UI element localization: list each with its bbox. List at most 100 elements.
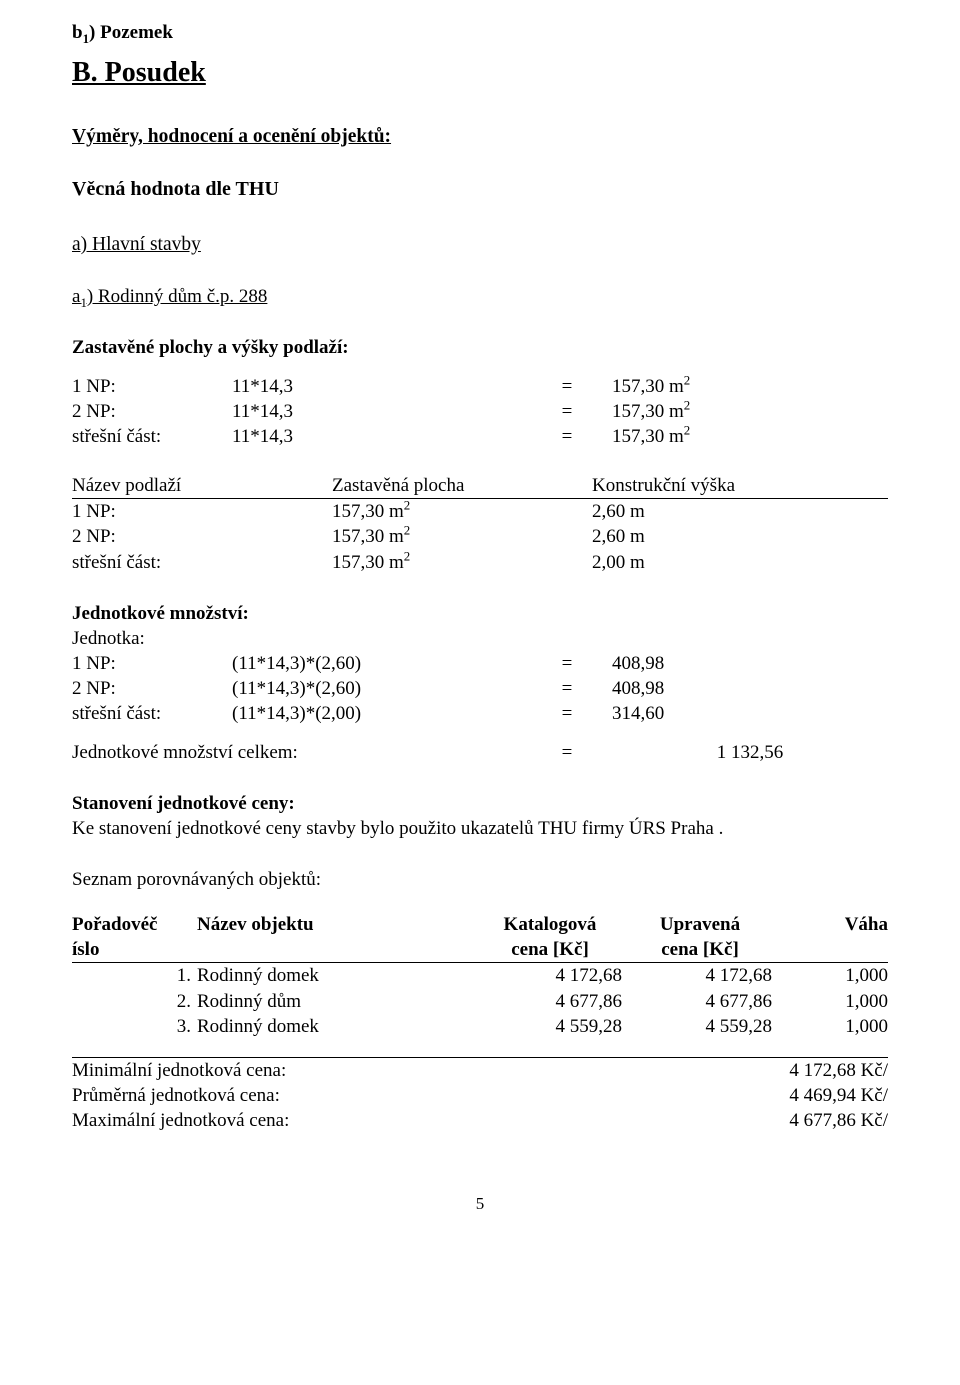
podlazi-name: 1 NP: xyxy=(72,499,332,524)
heading-zastavene-plochy: Zastavěné plochy a výšky podlaží: xyxy=(72,335,888,360)
jedn-row: 2 NP: (11*14,3)*(2,60) = 408,98 xyxy=(72,676,888,701)
porov-kat: 4 559,28 xyxy=(478,1014,628,1039)
jedn-label: střešní část: xyxy=(72,701,232,726)
podlazi-plocha-val: 157,30 m xyxy=(332,526,404,547)
podlazi-plocha: 157,30 m2 xyxy=(332,550,592,575)
col-katalogova-line1: Katalogová xyxy=(504,914,597,935)
jedn-eq: = xyxy=(522,701,612,726)
porov-upr: 4 559,28 xyxy=(628,1014,778,1039)
heading-seznam-objektu: Seznam porovnávaných objektů: xyxy=(72,867,888,892)
title-b-posudek: B. Posudek xyxy=(72,55,888,92)
zast-eq: = xyxy=(522,399,612,424)
zast-result-sup: 2 xyxy=(684,398,690,413)
col-upravena-cena: Upravená cena [Kč] xyxy=(628,912,778,962)
section-a-hlavni-stavby: a) Hlavní stavby xyxy=(72,232,888,258)
heading-vecna-hodnota: Věcná hodnota dle THU xyxy=(72,176,888,202)
jedn-total-row: Jednotkové množství celkem: = 1 132,56 xyxy=(72,740,888,765)
jedn-label: 1 NP: xyxy=(72,651,232,676)
col-konstrukcni-vyska: Konstrukční výška xyxy=(592,473,888,498)
mm-label: Minimální jednotková cena: xyxy=(72,1058,718,1083)
col-upravena-line2: cena [Kč] xyxy=(661,939,739,960)
section-a1-rodinny-dum: a1) Rodinný dům č.p. 288 xyxy=(72,284,888,309)
col-vaha: Váha xyxy=(778,912,888,962)
jedn-row: 1 NP: (11*14,3)*(2,60) = 408,98 xyxy=(72,651,888,676)
jedn-expr: (11*14,3)*(2,60) xyxy=(232,651,522,676)
zast-result: 157,30 m2 xyxy=(612,399,888,424)
col-poradove-line1: Pořadovéč xyxy=(72,914,157,935)
zast-expr: 11*14,3 xyxy=(232,424,522,449)
podlazi-plocha: 157,30 m2 xyxy=(332,524,592,549)
mm-row: Maximální jednotková cena: 4 677,86 Kč/ xyxy=(72,1108,888,1133)
podlazi-vyska: 2,00 m xyxy=(592,550,888,575)
podlazi-row: střešní část: 157,30 m2 2,00 m xyxy=(72,550,888,575)
podlazi-vyska: 2,60 m xyxy=(592,524,888,549)
podlazi-row: 2 NP: 157,30 m2 2,60 m xyxy=(72,524,888,549)
heading-stanoveni-ceny: Stanovení jednotkové ceny: xyxy=(72,791,888,816)
zast-result: 157,30 m2 xyxy=(612,424,888,449)
jedn-result: 408,98 xyxy=(612,651,888,676)
col-upravena-line1: Upravená xyxy=(660,914,740,935)
zastavene-rows: 1 NP: 11*14,3 = 157,30 m2 2 NP: 11*14,3 … xyxy=(72,374,888,449)
zast-expr: 11*14,3 xyxy=(232,374,522,399)
jedn-expr: (11*14,3)*(2,00) xyxy=(232,701,522,726)
porov-row: 2. Rodinný dům 4 677,86 4 677,86 1,000 xyxy=(72,989,888,1014)
zast-label: 2 NP: xyxy=(72,399,232,424)
porov-table-head: Pořadovéč íslo Název objektu Katalogová … xyxy=(72,912,888,963)
mm-value: 4 677,86 Kč/ xyxy=(718,1108,888,1133)
col-nazev-objektu: Název objektu xyxy=(197,912,478,962)
porov-name: Rodinný domek xyxy=(197,1014,478,1039)
podlazi-name: střešní část: xyxy=(72,550,332,575)
porov-name: Rodinný domek xyxy=(197,963,478,988)
porov-upr: 4 172,68 xyxy=(628,963,778,988)
zast-expr: 11*14,3 xyxy=(232,399,522,424)
zast-result-val: 157,30 m xyxy=(612,376,684,397)
porov-vaha: 1,000 xyxy=(778,989,888,1014)
porov-vaha: 1,000 xyxy=(778,963,888,988)
podlazi-name: 2 NP: xyxy=(72,524,332,549)
zast-result: 157,30 m2 xyxy=(612,374,888,399)
col-nazev-podlazi: Název podlaží xyxy=(72,473,332,498)
zast-result-val: 157,30 m xyxy=(612,401,684,422)
podlazi-plocha: 157,30 m2 xyxy=(332,499,592,524)
podlazi-table-head: Název podlaží Zastavěná plocha Konstrukč… xyxy=(72,473,888,499)
porov-kat: 4 172,68 xyxy=(478,963,628,988)
b1-letter: b xyxy=(72,22,83,43)
zast-row: 1 NP: 11*14,3 = 157,30 m2 xyxy=(72,374,888,399)
podlazi-plocha-sup: 2 xyxy=(404,498,410,513)
zast-row: 2 NP: 11*14,3 = 157,30 m2 xyxy=(72,399,888,424)
podlazi-plocha-sup: 2 xyxy=(404,548,410,563)
zast-result-val: 157,30 m xyxy=(612,426,684,447)
jedn-total-eq: = xyxy=(522,740,612,765)
jedn-expr: (11*14,3)*(2,60) xyxy=(232,676,522,701)
jedn-eq: = xyxy=(522,676,612,701)
jedn-total-label: Jednotkové množství celkem: xyxy=(72,740,522,765)
zast-result-sup: 2 xyxy=(684,423,690,438)
a1-tail: ) Rodinný dům č.p. 288 xyxy=(87,286,268,307)
podlazi-plocha-val: 157,30 m xyxy=(332,501,404,522)
porov-row: 3. Rodinný domek 4 559,28 4 559,28 1,000 xyxy=(72,1014,888,1039)
mm-label: Maximální jednotková cena: xyxy=(72,1108,718,1133)
jedn-label: 2 NP: xyxy=(72,676,232,701)
jedn-result: 314,60 xyxy=(612,701,888,726)
heading-jednotkove-mnozstvi: Jednotkové množství: xyxy=(72,601,888,626)
porov-name: Rodinný dům xyxy=(197,989,478,1014)
zast-label: střešní část: xyxy=(72,424,232,449)
mm-value: 4 172,68 Kč/ xyxy=(718,1058,888,1083)
podlazi-plocha-sup: 2 xyxy=(404,523,410,538)
zast-eq: = xyxy=(522,374,612,399)
podlazi-plocha-val: 157,30 m xyxy=(332,552,404,573)
col-zastavena-plocha: Zastavěná plocha xyxy=(332,473,592,498)
podlazi-row: 1 NP: 157,30 m2 2,60 m xyxy=(72,499,888,524)
porov-vaha: 1,000 xyxy=(778,1014,888,1039)
porov-num: 2. xyxy=(72,989,197,1014)
jedn-row: střešní část: (11*14,3)*(2,00) = 314,60 xyxy=(72,701,888,726)
zast-eq: = xyxy=(522,424,612,449)
porov-num: 1. xyxy=(72,963,197,988)
mm-value: 4 469,94 Kč/ xyxy=(718,1083,888,1108)
text-stanoveni-ceny: Ke stanovení jednotkové ceny stavby bylo… xyxy=(72,816,888,841)
mm-row: Minimální jednotková cena: 4 172,68 Kč/ xyxy=(72,1058,888,1083)
mm-label: Průměrná jednotková cena: xyxy=(72,1083,718,1108)
heading-b1-pozemek: b1) Pozemek xyxy=(72,20,888,45)
col-katalogova-cena: Katalogová cena [Kč] xyxy=(478,912,628,962)
zast-result-sup: 2 xyxy=(684,373,690,388)
